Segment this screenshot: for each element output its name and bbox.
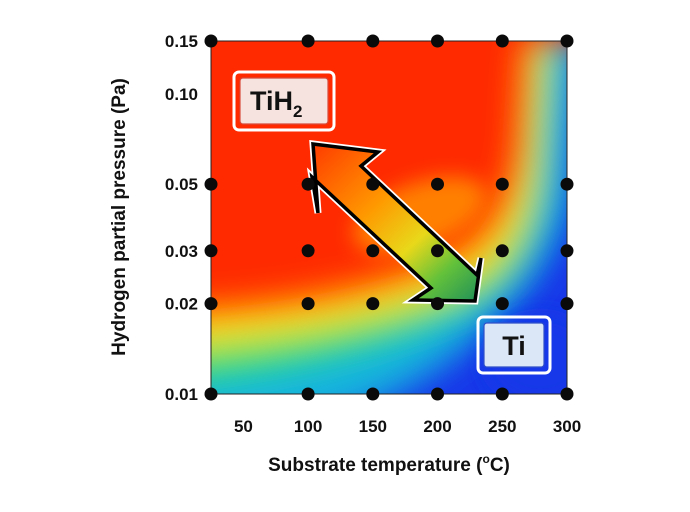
data-point-5 [560, 34, 574, 48]
plot-frame [210, 40, 568, 395]
data-point-6 [204, 177, 218, 191]
x-axis-label-unit: C) [490, 455, 510, 476]
tih2-main: TiH [250, 86, 293, 116]
x-tick-label-100: 100 [294, 417, 322, 436]
data-point-2 [366, 34, 380, 48]
data-point-25 [301, 387, 315, 401]
x-tick-labels: 50 100 150 200 250 300 [234, 417, 581, 436]
x-tick-label-250: 250 [488, 417, 516, 436]
data-points [204, 34, 574, 401]
x-axis-label-degree: o [482, 452, 489, 466]
heatmap-field [211, 41, 567, 394]
y-tick-label-0.01: 0.01 [165, 385, 198, 404]
data-point-3 [431, 34, 444, 48]
data-point-15 [431, 244, 444, 258]
data-point-12 [204, 244, 218, 258]
data-point-14 [366, 244, 380, 258]
double-headed-arrow [306, 140, 485, 305]
data-point-0 [204, 34, 218, 48]
data-point-8 [366, 177, 380, 191]
y-tick-label-0.02: 0.02 [165, 295, 198, 314]
region-label-ti: Ti [476, 315, 552, 375]
y-axis-label: Hydrogen partial pressure (Pa) [109, 78, 130, 356]
y-tick-label-0.05: 0.05 [165, 175, 198, 194]
data-point-17 [560, 244, 574, 258]
data-point-29 [560, 387, 574, 401]
data-point-23 [560, 297, 574, 311]
data-point-9 [431, 177, 444, 191]
data-point-28 [495, 387, 509, 401]
x-axis-label: Substrate temperature (oC) [268, 452, 510, 476]
data-point-1 [301, 34, 315, 48]
tih2-subscript: 2 [293, 102, 302, 121]
x-tick-label-200: 200 [423, 417, 451, 436]
tih2-label-text: TiH2 [250, 86, 302, 121]
y-tick-labels: 0.01 0.02 0.03 0.05 0.10 0.15 [165, 32, 198, 404]
data-point-21 [431, 297, 444, 311]
data-point-27 [431, 387, 444, 401]
ti-label-text: Ti [502, 331, 526, 361]
data-point-4 [495, 34, 509, 48]
data-point-13 [301, 244, 315, 258]
data-point-16 [495, 244, 509, 258]
data-point-7 [301, 177, 315, 191]
x-axis-label-main: Substrate temperature ( [268, 455, 483, 476]
data-point-26 [366, 387, 380, 401]
data-point-10 [495, 177, 509, 191]
region-label-tih2: TiH2 [232, 70, 336, 132]
y-tick-label-0.15: 0.15 [165, 32, 198, 51]
x-tick-label-300: 300 [553, 417, 581, 436]
data-point-24 [204, 387, 218, 401]
data-point-22 [495, 297, 509, 311]
y-tick-label-0.03: 0.03 [165, 242, 198, 261]
y-tick-label-0.10: 0.10 [165, 85, 198, 104]
x-tick-label-150: 150 [359, 417, 387, 436]
data-point-20 [366, 297, 380, 311]
data-point-18 [204, 297, 218, 311]
x-tick-label-50: 50 [234, 417, 253, 436]
data-point-19 [301, 297, 315, 311]
data-point-11 [560, 177, 574, 191]
